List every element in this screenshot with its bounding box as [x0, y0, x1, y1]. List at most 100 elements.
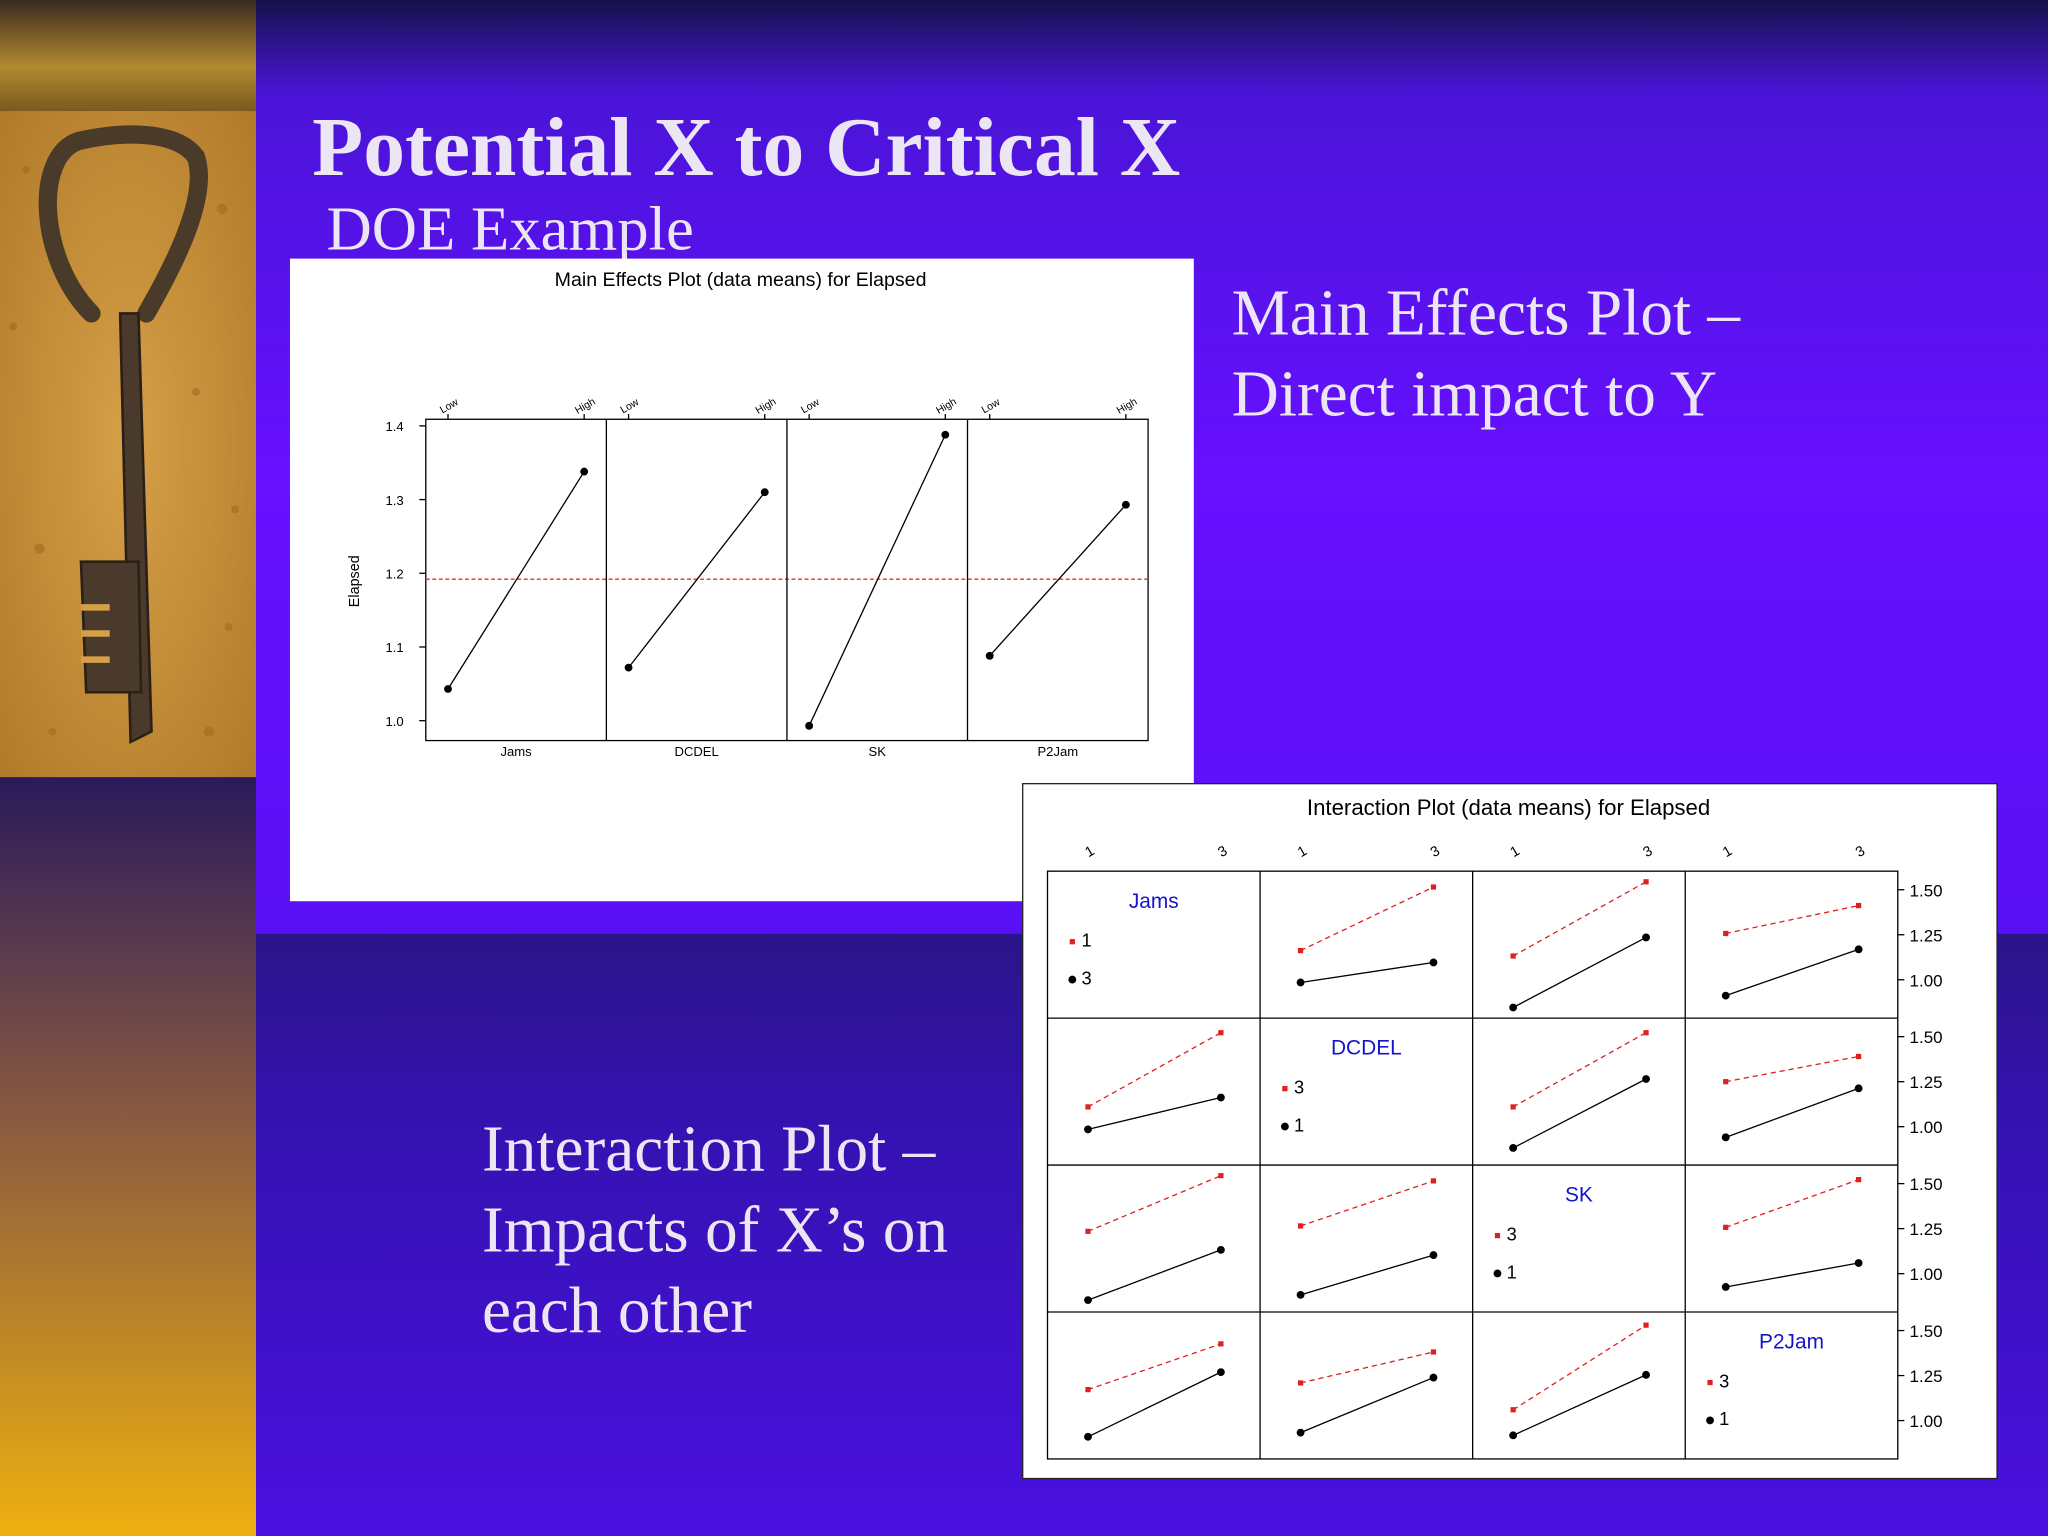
- y-tick-label: 1.00: [1910, 1265, 1943, 1284]
- interaction-line: [1725, 904, 1859, 935]
- interaction-line: [1512, 1032, 1647, 1108]
- legend-marker: [1494, 1232, 1501, 1239]
- interaction-point: [1216, 1093, 1225, 1102]
- note-line: Impacts of X’s on: [482, 1194, 948, 1266]
- interaction-point: [1642, 1075, 1650, 1083]
- interaction-line: [1300, 1180, 1434, 1227]
- interaction-point: [1430, 1178, 1437, 1184]
- legend-marker: [1282, 1086, 1288, 1092]
- interaction-line: [1300, 1376, 1434, 1434]
- legend-marker: [1707, 1379, 1713, 1386]
- interaction-point: [1643, 1030, 1649, 1036]
- panel-label: DCDEL: [675, 744, 719, 759]
- interaction-point: [1296, 1290, 1305, 1299]
- interaction-point: [1643, 879, 1649, 885]
- interaction-point: [1643, 1322, 1649, 1328]
- interaction-line: [1087, 1343, 1222, 1391]
- legend-marker: [1706, 1416, 1714, 1425]
- legend-marker: [1069, 939, 1075, 945]
- interaction-line: [1512, 936, 1647, 1009]
- side-strip: [0, 777, 256, 1536]
- interaction-point: [1216, 1368, 1225, 1377]
- note-line: Main Effects Plot –: [1232, 277, 1742, 349]
- interaction-point: [1085, 1104, 1091, 1110]
- interaction-panel: [1022, 783, 1998, 1480]
- interaction-point: [1723, 1224, 1729, 1230]
- interaction-line: [1512, 1324, 1647, 1411]
- legend-label: 1: [1081, 930, 1091, 951]
- interaction-point: [1510, 1407, 1516, 1413]
- y-tick-label: 1.50: [1910, 1322, 1943, 1341]
- interaction-point: [1509, 1144, 1518, 1152]
- interaction-point: [1856, 1053, 1862, 1060]
- legend-marker: [1068, 975, 1077, 984]
- factor-label: P2Jam: [1759, 1331, 1824, 1354]
- interaction-point: [1509, 1431, 1518, 1440]
- interaction-point: [1430, 1349, 1437, 1355]
- interaction-point: [1216, 1245, 1225, 1254]
- interaction-line: [1512, 1374, 1647, 1436]
- y-tick-label: 1.4: [385, 419, 403, 434]
- interaction-point: [1642, 1370, 1650, 1379]
- chart-title: Main Effects Plot (data means) for Elaps…: [555, 269, 927, 291]
- y-tick-label: 1.50: [1910, 1175, 1943, 1194]
- interaction-point: [1429, 1373, 1438, 1382]
- y-tick-label: 1.00: [1910, 971, 1943, 990]
- interaction-point: [1218, 1030, 1224, 1036]
- interaction-line: [1087, 1249, 1222, 1301]
- chart-title: Interaction Plot (data means) for Elapse…: [1307, 795, 1710, 820]
- effect-line: [808, 434, 946, 727]
- slide-title: Potential X to Critical X: [312, 102, 1180, 194]
- legend-label: 3: [1507, 1223, 1517, 1244]
- panel-label: SK: [869, 744, 887, 759]
- interaction-point: [1854, 945, 1863, 954]
- interaction-line: [1512, 1078, 1647, 1149]
- panel-label: Jams: [500, 744, 532, 759]
- interaction-point: [1721, 1133, 1730, 1142]
- legend-label: 3: [1719, 1370, 1729, 1391]
- y-tick-label: 1.50: [1910, 881, 1943, 900]
- effect-line: [628, 491, 766, 669]
- factor-label: Jams: [1129, 890, 1179, 913]
- y-tick-label: 1.00: [1910, 1412, 1943, 1431]
- legend-marker: [1493, 1269, 1502, 1278]
- legend-label: 3: [1294, 1076, 1304, 1097]
- interaction-line: [1087, 1096, 1222, 1131]
- interaction-point: [1721, 991, 1730, 1000]
- key-photo: [0, 111, 256, 778]
- note-line: Direct impact to Y: [1232, 358, 1717, 430]
- interaction-point: [1721, 1283, 1730, 1291]
- interaction-point: [1510, 953, 1516, 959]
- interaction-line: [1725, 1087, 1859, 1138]
- effect-point: [805, 721, 814, 730]
- interaction-point: [1084, 1432, 1092, 1441]
- y-tick-label: 1.00: [1910, 1118, 1943, 1137]
- effect-point: [624, 663, 633, 672]
- y-tick-label: 1.2: [385, 567, 403, 582]
- interaction-line: [1300, 961, 1434, 984]
- interaction-point: [1296, 1428, 1305, 1437]
- factor-label: DCDEL: [1331, 1037, 1402, 1060]
- note-line: Interaction Plot –: [482, 1113, 937, 1185]
- interaction-point: [1854, 1084, 1863, 1093]
- legend-marker: [1280, 1122, 1289, 1131]
- y-axis-label: Elapsed: [347, 555, 363, 607]
- effect-point: [760, 488, 769, 497]
- interaction-point: [1642, 933, 1650, 942]
- y-tick-label: 1.1: [385, 640, 403, 655]
- interaction-point: [1430, 884, 1437, 890]
- interaction-point: [1297, 947, 1304, 954]
- interaction-line: [1087, 1371, 1222, 1438]
- interaction-point: [1856, 1177, 1862, 1183]
- effect-point: [580, 467, 589, 476]
- interaction-point: [1218, 1173, 1224, 1179]
- y-tick-label: 1.25: [1910, 1073, 1943, 1092]
- interaction-point: [1218, 1341, 1224, 1347]
- legend-label: 1: [1507, 1261, 1517, 1282]
- interaction-point: [1297, 1380, 1304, 1386]
- interaction-point: [1854, 1259, 1863, 1267]
- note-line: each other: [482, 1275, 752, 1347]
- y-tick-label: 1.3: [385, 493, 403, 508]
- interaction-point: [1085, 1228, 1091, 1234]
